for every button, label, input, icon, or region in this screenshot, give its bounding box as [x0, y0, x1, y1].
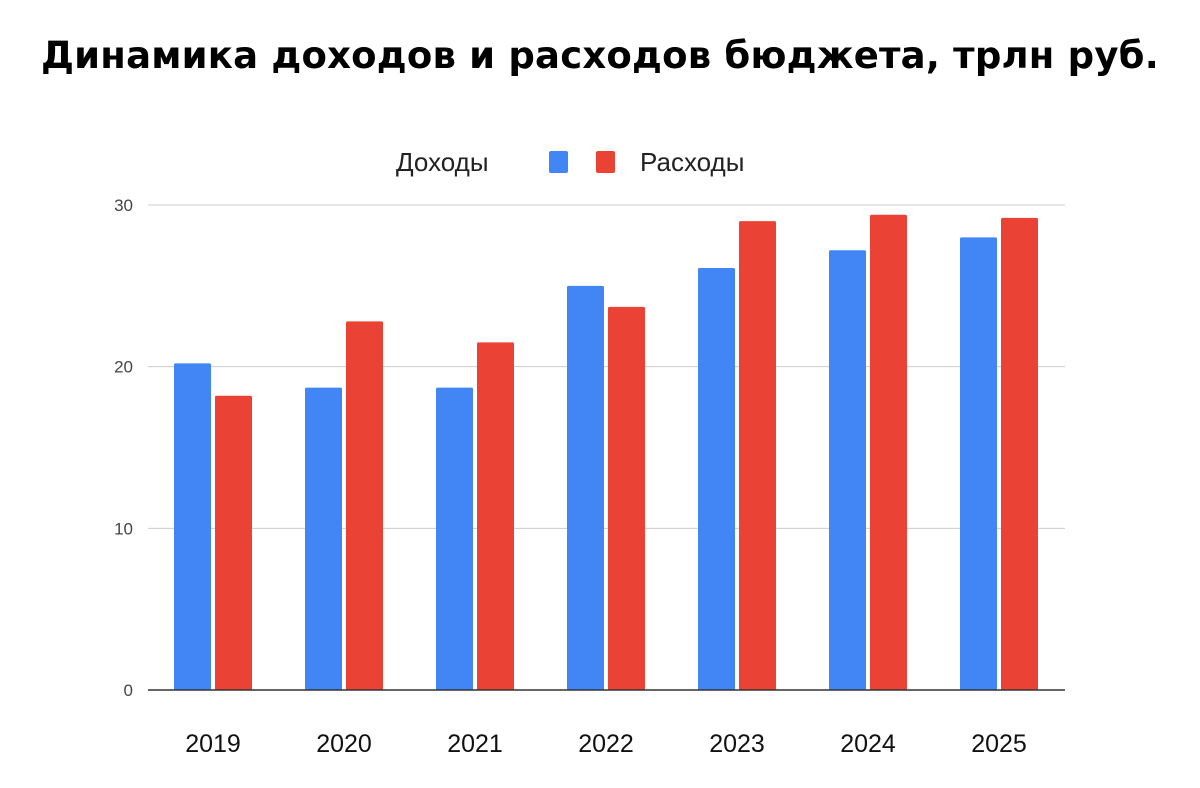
y-tick-label: 30: [114, 196, 133, 215]
x-tick-label: 2023: [709, 730, 765, 758]
bar-expenses: [215, 395, 252, 690]
legend-swatch-expenses: [596, 151, 615, 173]
bar-expenses: [870, 214, 907, 690]
y-tick-label: 10: [114, 519, 133, 538]
x-tick-label: 2020: [316, 730, 372, 758]
bar-income: [960, 237, 997, 691]
bar-expenses: [346, 321, 383, 690]
x-tick-label: 2021: [447, 730, 503, 758]
bar-expenses: [1001, 217, 1038, 690]
chart-title: Динамика доходов и расходов бюджета, трл…: [41, 34, 1159, 77]
legend-label-income: Доходы: [396, 147, 489, 177]
x-tick-label: 2019: [185, 730, 241, 758]
y-tick-label: 0: [124, 681, 133, 700]
bar-expenses: [608, 306, 645, 690]
x-tick-label: 2025: [971, 730, 1027, 758]
bar-income: [698, 268, 735, 690]
legend-label-expenses: Расходы: [640, 147, 745, 177]
legend-swatch-income: [549, 151, 568, 173]
bar-expenses: [739, 221, 776, 690]
bar-expenses: [477, 342, 514, 690]
bar-income: [567, 285, 604, 690]
bar-income: [436, 387, 473, 690]
bar-income: [829, 250, 866, 690]
bar-income: [305, 387, 342, 690]
bar-income: [174, 363, 211, 690]
x-tick-label: 2024: [840, 730, 896, 758]
legend: Доходы Расходы: [0, 145, 1200, 179]
y-tick-label: 20: [114, 358, 133, 377]
x-tick-label: 2022: [578, 730, 634, 758]
